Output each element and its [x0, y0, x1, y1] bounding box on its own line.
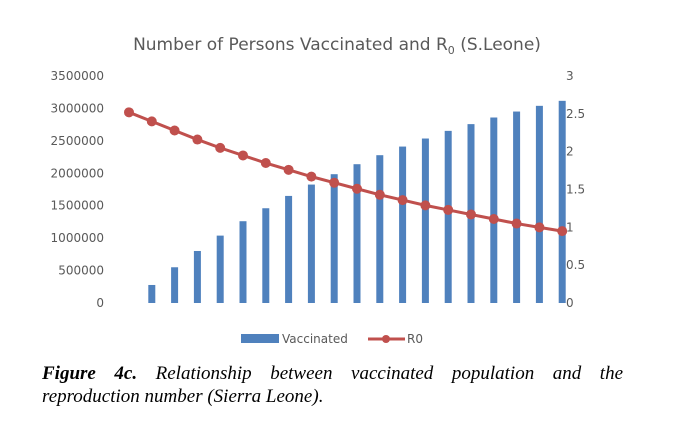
bar — [353, 164, 361, 303]
r0-point — [397, 195, 408, 206]
r0-point — [511, 218, 522, 229]
chart-title: Number of Persons Vaccinated and R0 (S.L… — [133, 35, 541, 57]
r0-point — [374, 189, 385, 200]
left-axis: 0 500000 1000000 1500000 2000000 2500000 30000… — [51, 69, 104, 310]
r0-point — [169, 125, 180, 136]
r0-point — [124, 107, 134, 118]
r0-point — [420, 200, 431, 211]
r0-point — [443, 204, 454, 215]
r0-point — [260, 158, 271, 169]
bar — [444, 130, 452, 303]
bar — [193, 250, 201, 303]
chart: Number of Persons Vaccinated and R0 (S.L… — [51, 35, 586, 346]
caption-label: Figure 4c. — [42, 363, 138, 384]
bar — [376, 155, 384, 303]
right-tick-label: 0.5 — [566, 258, 585, 272]
bar — [285, 195, 293, 303]
r0-point — [192, 134, 203, 145]
r0-point — [329, 177, 340, 188]
right-tick-label: 3 — [566, 69, 574, 83]
r0-point — [146, 116, 157, 127]
left-tick-label: 2500000 — [51, 134, 104, 148]
r0-point — [238, 150, 248, 161]
right-tick-label: 1 — [566, 220, 574, 234]
line-series-r0 — [124, 107, 568, 237]
bar-series-vaccinated — [148, 100, 566, 304]
left-tick-label: 3500000 — [51, 69, 104, 83]
bar — [421, 138, 429, 303]
r0-point — [534, 222, 545, 233]
figure-caption: Figure 4c. Relationship between vaccinat… — [42, 362, 623, 408]
right-tick-label: 2.5 — [566, 107, 585, 121]
left-tick-label: 0 — [96, 296, 104, 310]
chart-title-suffix: (S.Leone) — [455, 35, 541, 55]
bar — [558, 100, 566, 303]
bar — [307, 184, 315, 303]
right-tick-label: 0 — [566, 296, 574, 310]
left-tick-label: 3000000 — [51, 101, 104, 115]
left-tick-label: 1000000 — [51, 231, 104, 245]
bar — [535, 105, 543, 303]
caption-text: Relationship between vaccinated populati… — [42, 363, 623, 407]
r0-point — [488, 214, 499, 225]
left-tick-label: 2000000 — [51, 166, 104, 180]
legend-label-r0: R0 — [407, 332, 423, 346]
legend-swatch-vaccinated — [241, 334, 279, 343]
bar — [239, 221, 247, 303]
bar — [216, 235, 224, 303]
chart-title-main: Number of Persons Vaccinated and R — [133, 35, 448, 55]
r0-point — [466, 209, 476, 220]
bar — [171, 267, 179, 303]
r0-point — [306, 171, 317, 182]
bar — [148, 284, 156, 303]
legend: Vaccinated R0 — [241, 332, 423, 346]
bar — [399, 146, 407, 303]
legend-swatch-r0-marker — [382, 335, 390, 343]
bar — [513, 111, 521, 303]
r0-point — [283, 164, 294, 175]
r0-point — [352, 183, 362, 194]
r0-point — [557, 226, 568, 237]
legend-label-vaccinated: Vaccinated — [282, 332, 348, 346]
bar — [330, 174, 338, 303]
left-tick-label: 500000 — [58, 264, 104, 278]
right-axis: 0 0.5 1 1.5 2 2.5 3 — [566, 69, 585, 310]
chart-title-subscript: 0 — [448, 44, 455, 57]
bar — [490, 117, 498, 303]
right-tick-label: 2 — [566, 145, 574, 159]
left-tick-label: 1500000 — [51, 199, 104, 213]
r0-point — [215, 142, 226, 153]
right-tick-label: 1.5 — [566, 183, 585, 197]
bar — [262, 208, 270, 303]
